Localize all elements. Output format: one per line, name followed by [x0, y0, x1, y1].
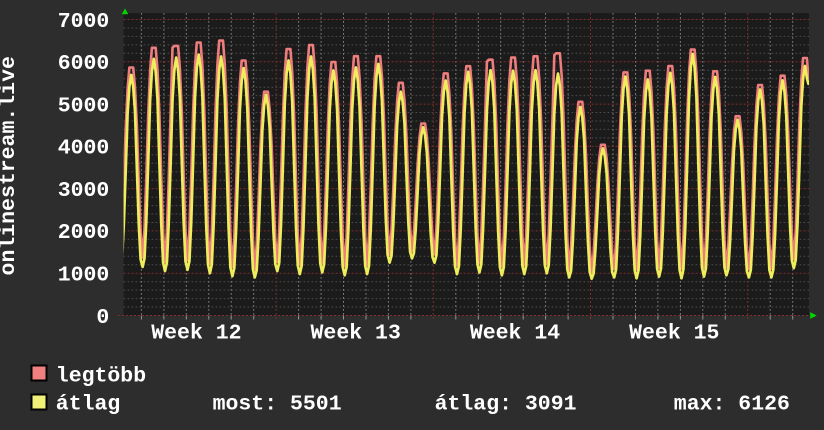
- svg-text:most: 5501: most: 5501: [213, 393, 342, 417]
- svg-text:0: 0: [96, 306, 109, 330]
- svg-text:átlag: átlag: [56, 393, 121, 417]
- svg-text:max: 6126: max: 6126: [674, 393, 790, 417]
- svg-text:4000: 4000: [58, 137, 110, 161]
- svg-text:5000: 5000: [58, 94, 110, 118]
- svg-text:Week 13: Week 13: [311, 322, 401, 346]
- svg-text:3000: 3000: [58, 179, 110, 203]
- svg-text:átlag: 3091: átlag: 3091: [435, 393, 577, 417]
- svg-text:2000: 2000: [58, 221, 110, 245]
- svg-text:legtöbb: legtöbb: [56, 365, 146, 389]
- svg-text:6000: 6000: [58, 52, 110, 76]
- svg-text:7000: 7000: [58, 10, 110, 34]
- svg-text:Week 15: Week 15: [629, 322, 719, 346]
- svg-text:1000: 1000: [58, 264, 110, 288]
- svg-text:Week 14: Week 14: [470, 322, 560, 346]
- svg-text:Week 12: Week 12: [151, 322, 241, 346]
- svg-text:onlinestream.live: onlinestream.live: [0, 56, 21, 275]
